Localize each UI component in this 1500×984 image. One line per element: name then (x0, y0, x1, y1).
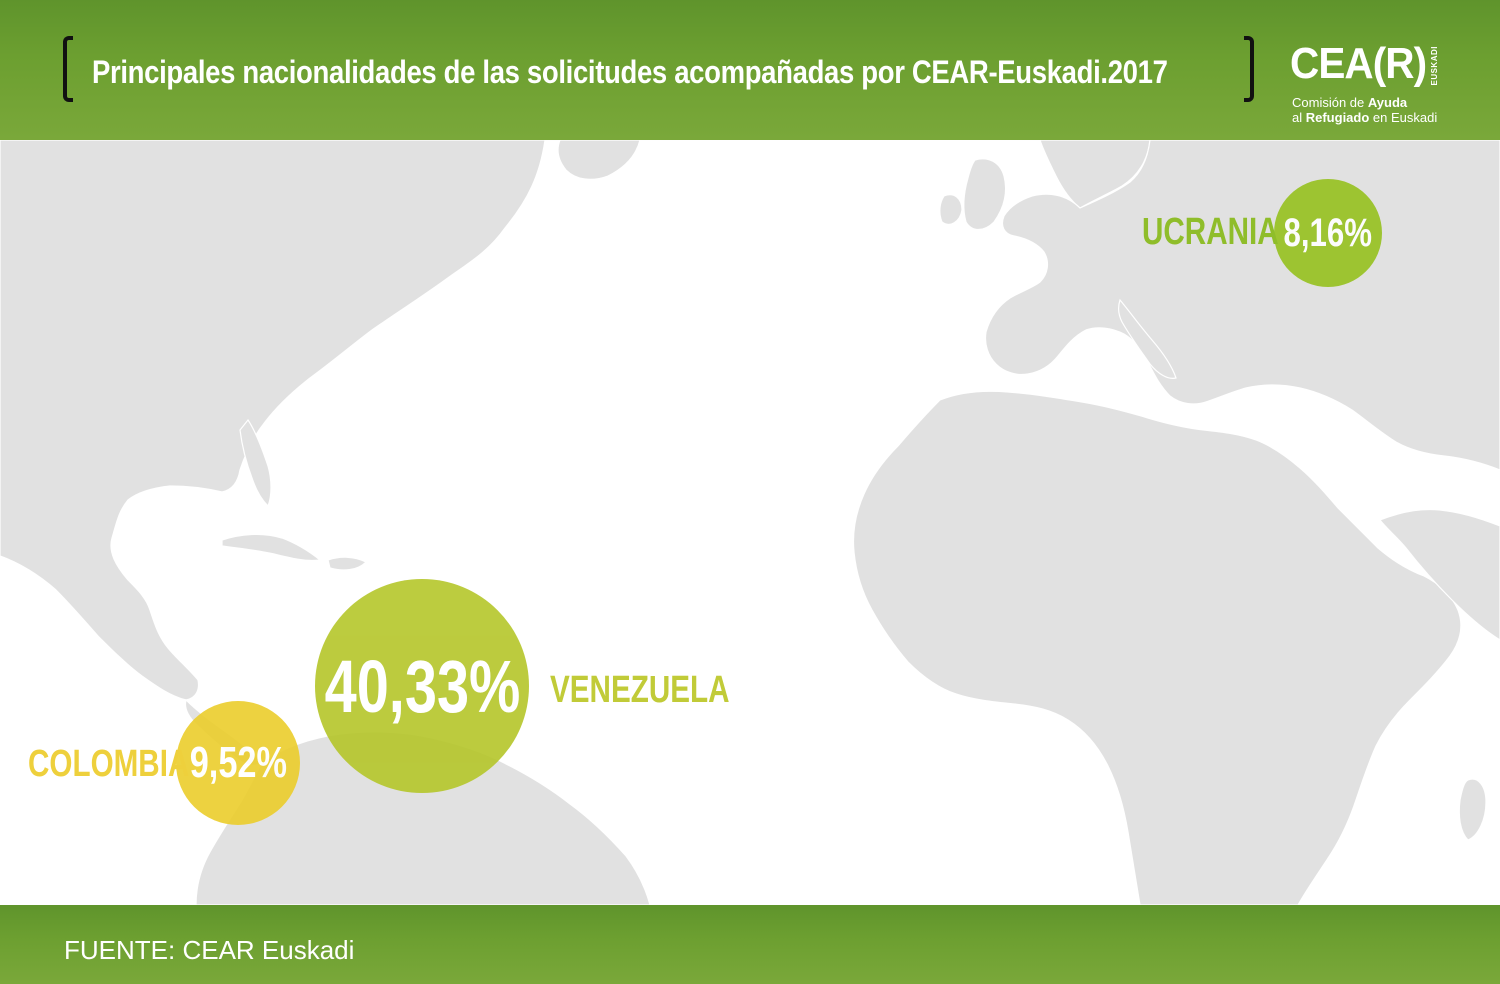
title-bracket-left (63, 36, 73, 102)
logo-region: EUSKADI (1430, 46, 1439, 86)
logo-line1-bold: Ayuda (1368, 95, 1407, 110)
marker-percentage: 8,16% (1284, 211, 1372, 256)
header-bar: Principales nacionalidades de las solici… (0, 0, 1500, 140)
marker-bubble-venezuela: 40,33% (315, 579, 529, 793)
ireland-landmass (940, 195, 962, 225)
logo-line2-bold: Refugiado (1306, 110, 1370, 125)
logo-line1-prefix: Comisión de (1292, 95, 1368, 110)
logo-mark: CEA(R) (1290, 40, 1426, 88)
page-title: Principales nacionalidades de las solici… (92, 46, 1081, 98)
marker-bubble-ucrania: 8,16% (1274, 179, 1382, 287)
logo-line2-prefix: al (1292, 110, 1306, 125)
marker-bubble-colombia: 9,52% (176, 701, 300, 825)
florida-landmass (240, 420, 271, 506)
hispaniola-landmass (328, 557, 366, 570)
source-note: FUENTE: CEAR Euskadi (64, 933, 354, 967)
madagascar-landmass (1459, 779, 1486, 840)
footer-bar: FUENTE: CEAR Euskadi (0, 905, 1500, 984)
british-isles-landmass (964, 159, 1006, 230)
title-bracket-right (1244, 36, 1254, 102)
cuba-landmass (222, 534, 320, 560)
africa-landmass (853, 391, 1460, 905)
marker-percentage: 40,33% (324, 644, 520, 729)
marker-percentage: 9,52% (189, 738, 286, 788)
marker-country-label: VENEZUELA (550, 668, 730, 712)
logo-subtitle: Comisión de Ayuda al Refugiado en Euskad… (1292, 95, 1437, 125)
marker-country-label: COLOMBIA (28, 742, 189, 786)
marker-country-label: UCRANIA (1142, 210, 1279, 254)
world-map: 8,16% UCRANIA 40,33% VENEZUELA 9,52% COLOMBIA (0, 140, 1500, 905)
logo-line2-suffix: en Euskadi (1369, 110, 1437, 125)
greenland-landmass (558, 140, 640, 179)
cear-logo: CEA(R) EUSKADI Comisión de Ayuda al Refu… (1290, 40, 1470, 130)
